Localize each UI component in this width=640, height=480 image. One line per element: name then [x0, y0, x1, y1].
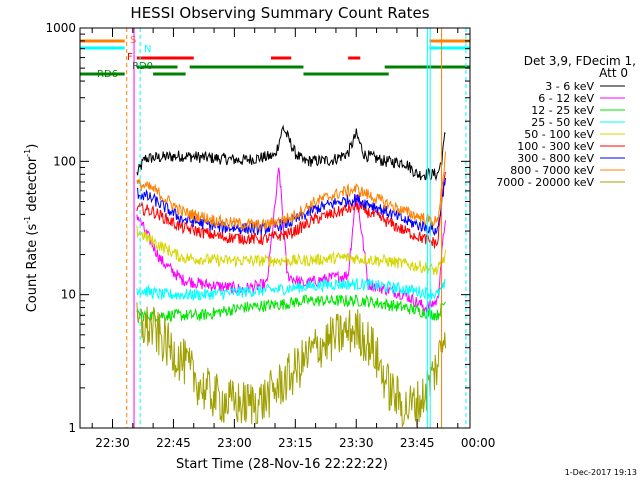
series-line-1	[136, 167, 446, 313]
legend-label-4: 50 - 100 keV	[524, 128, 594, 141]
series-line-3	[136, 277, 446, 302]
x-axis-label: Start Time (28-Nov-16 22:22:22)	[176, 457, 388, 472]
legend-header-line-2: Att 0	[599, 66, 628, 80]
legend-label-3: 25 - 50 keV	[531, 116, 594, 129]
x-tick-label-4: 23:30	[339, 436, 374, 450]
vertical-markers	[126, 28, 467, 428]
flag-label-rd6: RD6	[97, 69, 118, 80]
series-line-0	[136, 124, 446, 182]
flag-label-rd0: RD0	[132, 61, 153, 72]
flag-label-f: F	[127, 52, 133, 63]
x-axis-ticks: 22:30 22:45 23:00 23:15 23:30 23:45 00:00	[91, 28, 496, 450]
flag-label-n: N	[144, 44, 151, 55]
series-line-7	[136, 151, 446, 233]
x-tick-label-1: 22:45	[156, 436, 191, 450]
x-tick-label-2: 23:00	[217, 436, 252, 450]
y-axis-ticks: 1 10 100 1000	[45, 21, 470, 435]
legend-label-0: 3 - 6 keV	[545, 80, 594, 93]
y-tick-label-1000: 1000	[45, 21, 76, 35]
series-line-4	[136, 225, 446, 276]
legend-label-7: 800 - 7000 keV	[510, 164, 594, 177]
series-lines	[136, 124, 446, 427]
footer-date: 1-Dec-2017 19:13	[565, 468, 637, 477]
legend-label-8: 7000 - 20000 keV	[496, 176, 594, 189]
plot-frame	[79, 27, 471, 429]
legend-label-5: 100 - 300 keV	[517, 140, 594, 153]
x-tick-label-6: 00:00	[461, 436, 496, 450]
series-line-5	[136, 171, 446, 249]
y-tick-label-10: 10	[61, 288, 76, 302]
legend-header-line-1: Det 3,9, FDecim 1,	[524, 54, 636, 68]
chart-title: HESSI Observing Summary Count Rates	[130, 4, 429, 22]
y-tick-label-100: 100	[53, 154, 76, 168]
y-axis-label: Count Rate (s-1 detector-1)	[23, 144, 40, 313]
legend-label-2: 12 - 25 keV	[531, 104, 594, 117]
x-tick-label-5: 23:45	[400, 436, 435, 450]
flag-label-s: S	[130, 35, 136, 46]
legend-label-1: 6 - 12 keV	[538, 92, 594, 105]
y-tick-label-1: 1	[68, 421, 76, 435]
x-tick-label-0: 22:30	[95, 436, 130, 450]
x-tick-label-3: 23:15	[278, 436, 313, 450]
series-line-8	[136, 302, 446, 427]
series-line-2	[136, 294, 446, 323]
legend-label-6: 300 - 800 keV	[517, 152, 594, 165]
